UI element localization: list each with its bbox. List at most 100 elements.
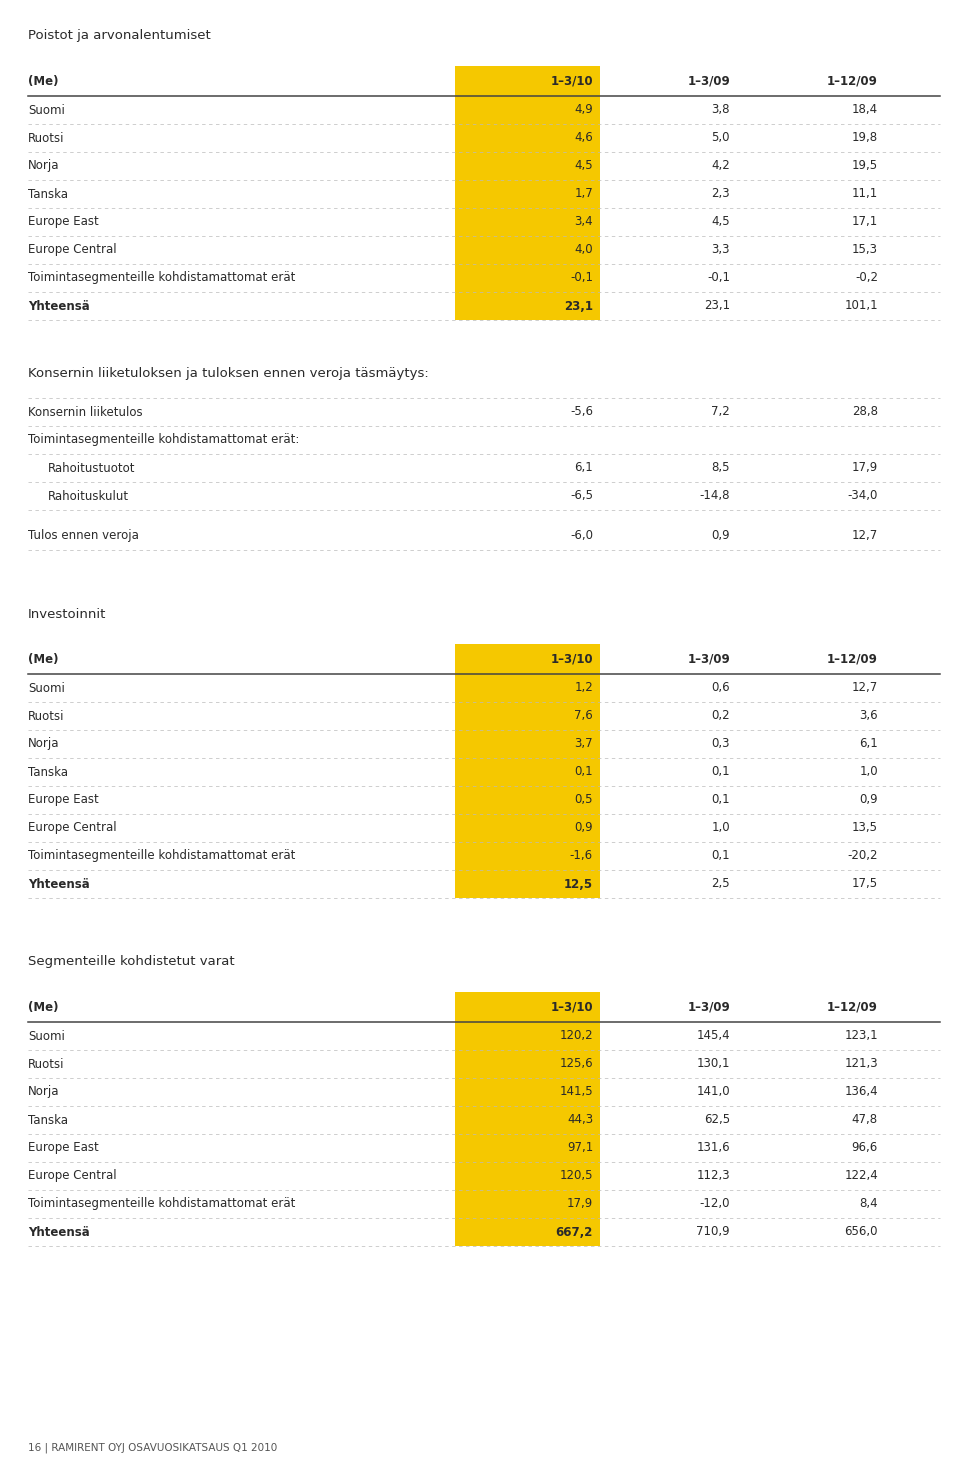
Text: Investoinnit: Investoinnit: [28, 607, 107, 620]
Text: 1,2: 1,2: [574, 682, 593, 695]
Bar: [455, 1134, 600, 1162]
Text: 28,8: 28,8: [852, 405, 878, 418]
Text: 1–3/10: 1–3/10: [550, 1001, 593, 1014]
Bar: [455, 644, 600, 674]
Text: 1–12/09: 1–12/09: [828, 75, 878, 88]
Text: -5,6: -5,6: [570, 405, 593, 418]
Text: (Me): (Me): [28, 1001, 59, 1014]
Text: 8,5: 8,5: [711, 461, 730, 474]
Bar: [455, 992, 600, 1023]
Bar: [455, 293, 600, 320]
Text: Ruotsi: Ruotsi: [28, 132, 64, 145]
Text: 0,9: 0,9: [711, 530, 730, 543]
Text: -1,6: -1,6: [570, 850, 593, 863]
Text: Yhteensä: Yhteensä: [28, 300, 89, 313]
Text: Toimintasegmenteille kohdistamattomat erät: Toimintasegmenteille kohdistamattomat er…: [28, 272, 296, 284]
Text: 1–12/09: 1–12/09: [828, 652, 878, 666]
Text: -12,0: -12,0: [700, 1198, 730, 1210]
Text: 0,6: 0,6: [711, 682, 730, 695]
Text: -20,2: -20,2: [848, 850, 878, 863]
Bar: [455, 124, 600, 152]
Bar: [455, 1162, 600, 1189]
Text: 0,9: 0,9: [859, 793, 878, 806]
Text: 0,9: 0,9: [574, 822, 593, 834]
Text: 136,4: 136,4: [845, 1086, 878, 1099]
Text: 15,3: 15,3: [852, 243, 878, 256]
Text: Tanska: Tanska: [28, 187, 68, 200]
Text: Suomi: Suomi: [28, 682, 65, 695]
Text: 5,0: 5,0: [711, 132, 730, 145]
Text: Suomi: Suomi: [28, 104, 65, 117]
Text: 97,1: 97,1: [566, 1141, 593, 1154]
Text: 141,5: 141,5: [560, 1086, 593, 1099]
Text: 1–12/09: 1–12/09: [828, 1001, 878, 1014]
Text: 1–3/09: 1–3/09: [687, 1001, 730, 1014]
Bar: [455, 208, 600, 236]
Text: Konsernin liiketuloksen ja tuloksen ennen veroja täsmäytys:: Konsernin liiketuloksen ja tuloksen enne…: [28, 367, 429, 380]
Text: Tanska: Tanska: [28, 765, 68, 778]
Text: -0,2: -0,2: [855, 272, 878, 284]
Text: 121,3: 121,3: [845, 1058, 878, 1071]
Text: 1–3/10: 1–3/10: [550, 75, 593, 88]
Text: 1–3/09: 1–3/09: [687, 652, 730, 666]
Text: 12,7: 12,7: [852, 682, 878, 695]
Text: -34,0: -34,0: [848, 490, 878, 502]
Text: 3,7: 3,7: [574, 737, 593, 751]
Bar: [455, 702, 600, 730]
Text: 3,3: 3,3: [711, 243, 730, 256]
Bar: [455, 152, 600, 180]
Text: 1,0: 1,0: [859, 765, 878, 778]
Text: 1–3/09: 1–3/09: [687, 75, 730, 88]
Text: 12,5: 12,5: [564, 878, 593, 891]
Text: -6,5: -6,5: [570, 490, 593, 502]
Text: 122,4: 122,4: [844, 1169, 878, 1182]
Text: 8,4: 8,4: [859, 1198, 878, 1210]
Text: -6,0: -6,0: [570, 530, 593, 543]
Text: 0,3: 0,3: [711, 737, 730, 751]
Text: 667,2: 667,2: [556, 1226, 593, 1239]
Text: 0,2: 0,2: [711, 710, 730, 723]
Text: Poistot ja arvonalentumiset: Poistot ja arvonalentumiset: [28, 29, 211, 42]
Bar: [455, 758, 600, 786]
Text: 141,0: 141,0: [696, 1086, 730, 1099]
Bar: [455, 843, 600, 870]
Text: 4,9: 4,9: [574, 104, 593, 117]
Text: 17,1: 17,1: [852, 215, 878, 228]
Bar: [455, 236, 600, 263]
Text: 4,0: 4,0: [574, 243, 593, 256]
Text: Toimintasegmenteille kohdistamattomat erät: Toimintasegmenteille kohdistamattomat er…: [28, 1198, 296, 1210]
Text: Tulos ennen veroja: Tulos ennen veroja: [28, 530, 139, 543]
Bar: [455, 1050, 600, 1078]
Text: 2,3: 2,3: [711, 187, 730, 200]
Text: 4,5: 4,5: [711, 215, 730, 228]
Text: 23,1: 23,1: [704, 300, 730, 313]
Text: 17,9: 17,9: [852, 461, 878, 474]
Text: 656,0: 656,0: [845, 1226, 878, 1239]
Bar: [455, 813, 600, 843]
Text: (Me): (Me): [28, 75, 59, 88]
Text: 123,1: 123,1: [845, 1030, 878, 1043]
Text: Ruotsi: Ruotsi: [28, 1058, 64, 1071]
Bar: [455, 730, 600, 758]
Text: Segmenteille kohdistetut varat: Segmenteille kohdistetut varat: [28, 955, 234, 969]
Bar: [455, 1189, 600, 1219]
Text: 130,1: 130,1: [697, 1058, 730, 1071]
Text: Toimintasegmenteille kohdistamattomat erät:: Toimintasegmenteille kohdistamattomat er…: [28, 433, 300, 446]
Text: Europe Central: Europe Central: [28, 1169, 116, 1182]
Bar: [455, 97, 600, 124]
Bar: [455, 786, 600, 813]
Text: Europe East: Europe East: [28, 215, 99, 228]
Bar: [455, 1219, 600, 1246]
Text: 131,6: 131,6: [696, 1141, 730, 1154]
Bar: [455, 1078, 600, 1106]
Text: 0,1: 0,1: [711, 850, 730, 863]
Bar: [455, 263, 600, 293]
Text: Suomi: Suomi: [28, 1030, 65, 1043]
Text: 112,3: 112,3: [696, 1169, 730, 1182]
Text: Norja: Norja: [28, 159, 60, 173]
Text: 1–3/10: 1–3/10: [550, 652, 593, 666]
Text: 3,8: 3,8: [711, 104, 730, 117]
Text: 4,2: 4,2: [711, 159, 730, 173]
Text: Europe East: Europe East: [28, 793, 99, 806]
Text: 16 | RAMIRENT OYJ OSAVUOSIKATSAUS Q1 2010: 16 | RAMIRENT OYJ OSAVUOSIKATSAUS Q1 201…: [28, 1443, 277, 1453]
